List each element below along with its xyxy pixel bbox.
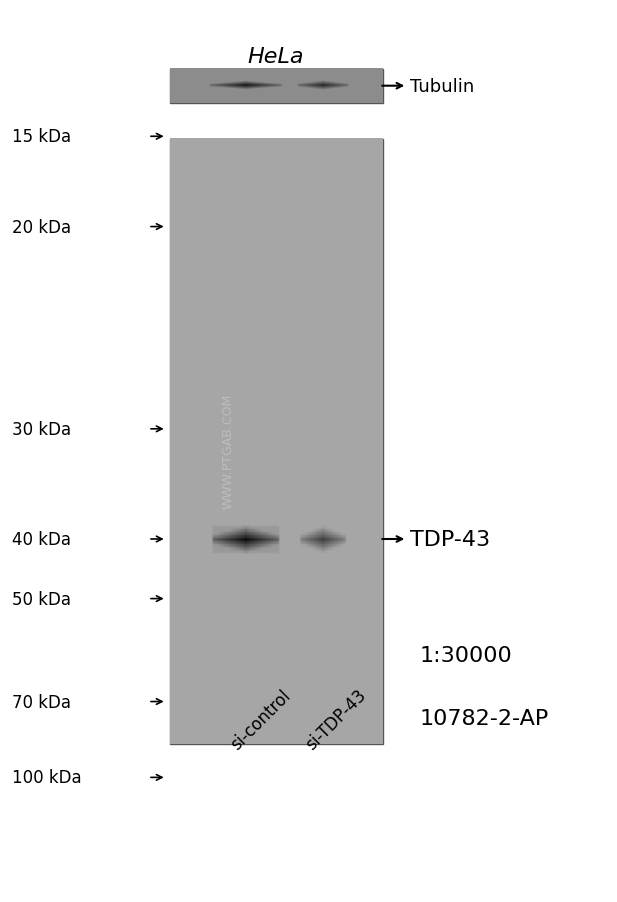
Text: HeLa: HeLa xyxy=(248,47,304,67)
Text: WWW.PTGAB.COM: WWW.PTGAB.COM xyxy=(222,393,235,509)
Text: 15 kDa: 15 kDa xyxy=(12,128,72,146)
Text: 30 kDa: 30 kDa xyxy=(12,420,72,438)
Text: TDP-43: TDP-43 xyxy=(410,529,491,549)
Text: 40 kDa: 40 kDa xyxy=(12,530,72,548)
Text: 20 kDa: 20 kDa xyxy=(12,218,72,236)
Text: Tubulin: Tubulin xyxy=(410,78,474,96)
Bar xyxy=(170,140,383,744)
Text: 50 kDa: 50 kDa xyxy=(12,590,72,608)
Text: 100 kDa: 100 kDa xyxy=(12,769,82,787)
Bar xyxy=(170,69,383,104)
Text: si-control: si-control xyxy=(226,686,294,753)
Text: si-TDP-43: si-TDP-43 xyxy=(302,686,370,753)
Text: 10782-2-AP: 10782-2-AP xyxy=(420,708,549,728)
Text: 70 kDa: 70 kDa xyxy=(12,693,72,711)
Text: 1:30000: 1:30000 xyxy=(420,645,512,665)
